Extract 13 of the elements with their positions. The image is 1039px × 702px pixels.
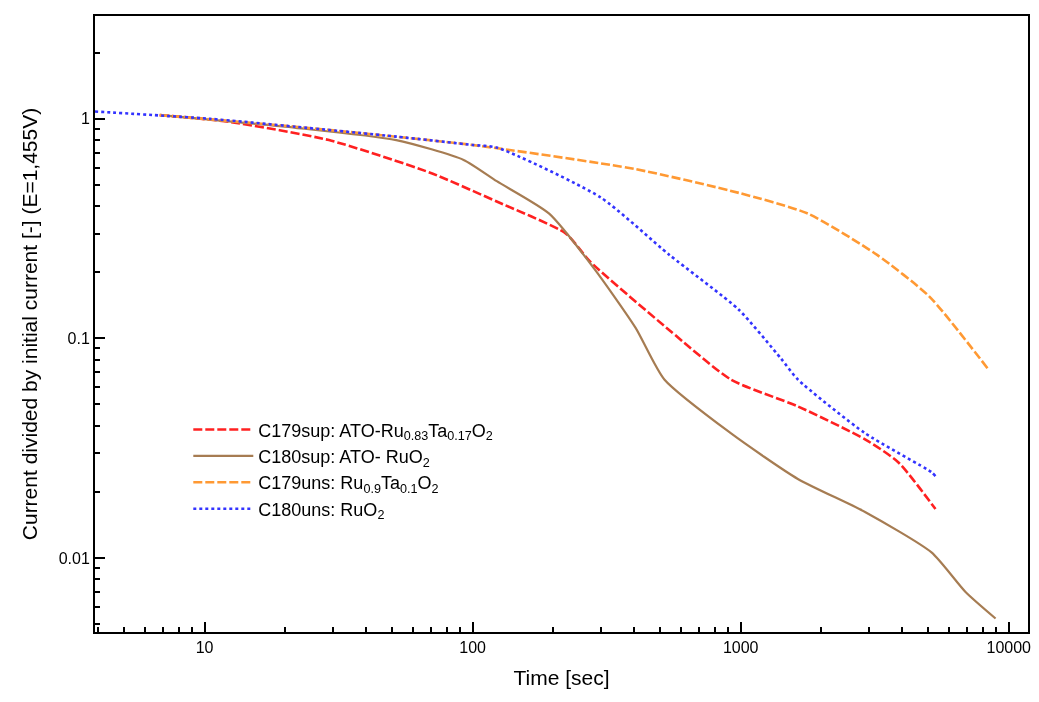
x-tick-label: 100 xyxy=(459,639,487,657)
legend-label: C180sup: ATO- RuO$_{2}$ xyxy=(258,446,430,470)
x-tick-label: 10000 xyxy=(986,639,1032,657)
legend-label: C179uns: Ru$_{0.9}$Ta$_{0.1}$O$_{2}$ xyxy=(258,473,439,497)
legend-label: C179sup: ATO-Ru$_{0.83}$Ta$_{0.17}$O$_{2}$ xyxy=(258,420,493,444)
x-tick-label: 10 xyxy=(195,639,214,657)
x-tick-label: 1000 xyxy=(722,639,759,657)
x-axis-title: Time [sec] xyxy=(513,665,610,689)
y-tick-label: 0.1 xyxy=(67,329,90,347)
legend-label: C180uns: RuO$_{2}$ xyxy=(258,499,385,523)
y-tick-label: 1 xyxy=(80,110,90,128)
y-axis-title: Current divided by initial current [-] (E=1,455V) xyxy=(18,107,42,541)
y-tick-label: 0.01 xyxy=(58,549,90,567)
